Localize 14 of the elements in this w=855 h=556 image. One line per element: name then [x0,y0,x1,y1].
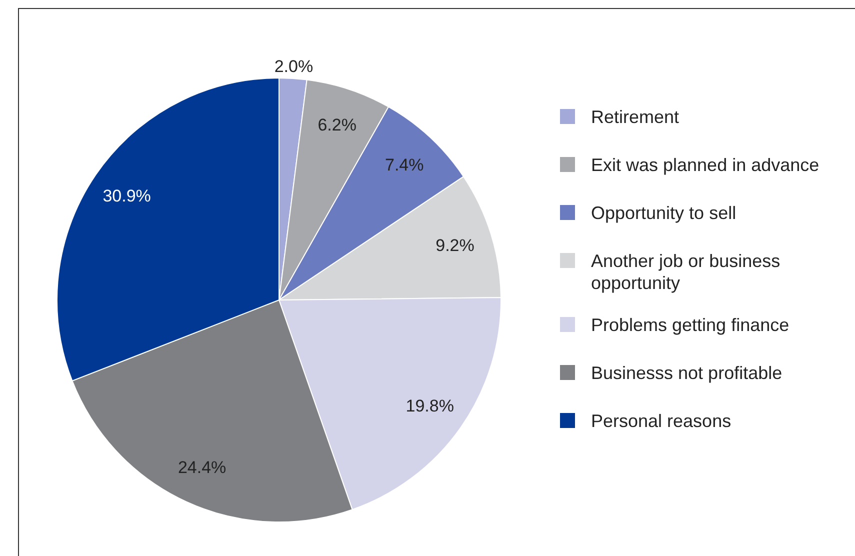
legend-label: Exit was planned in advance [591,154,820,176]
data-label: 24.4% [178,458,226,477]
legend-label: Personal reasons [591,410,732,432]
data-label: 6.2% [318,116,356,135]
data-label: 7.4% [385,155,424,174]
legend-label: Retirement [591,106,680,128]
legend-label: Businesss not profitable [591,362,782,384]
data-label: 9.2% [436,236,474,255]
data-label: 19.8% [406,396,454,416]
legend-label: Opportunity to sell [591,202,736,224]
data-label: 30.9% [102,186,151,206]
legend-label: Another job or business opportunity [591,250,782,294]
legend-label: Problems getting finance [591,314,790,336]
data-label: 2.0% [274,56,314,76]
